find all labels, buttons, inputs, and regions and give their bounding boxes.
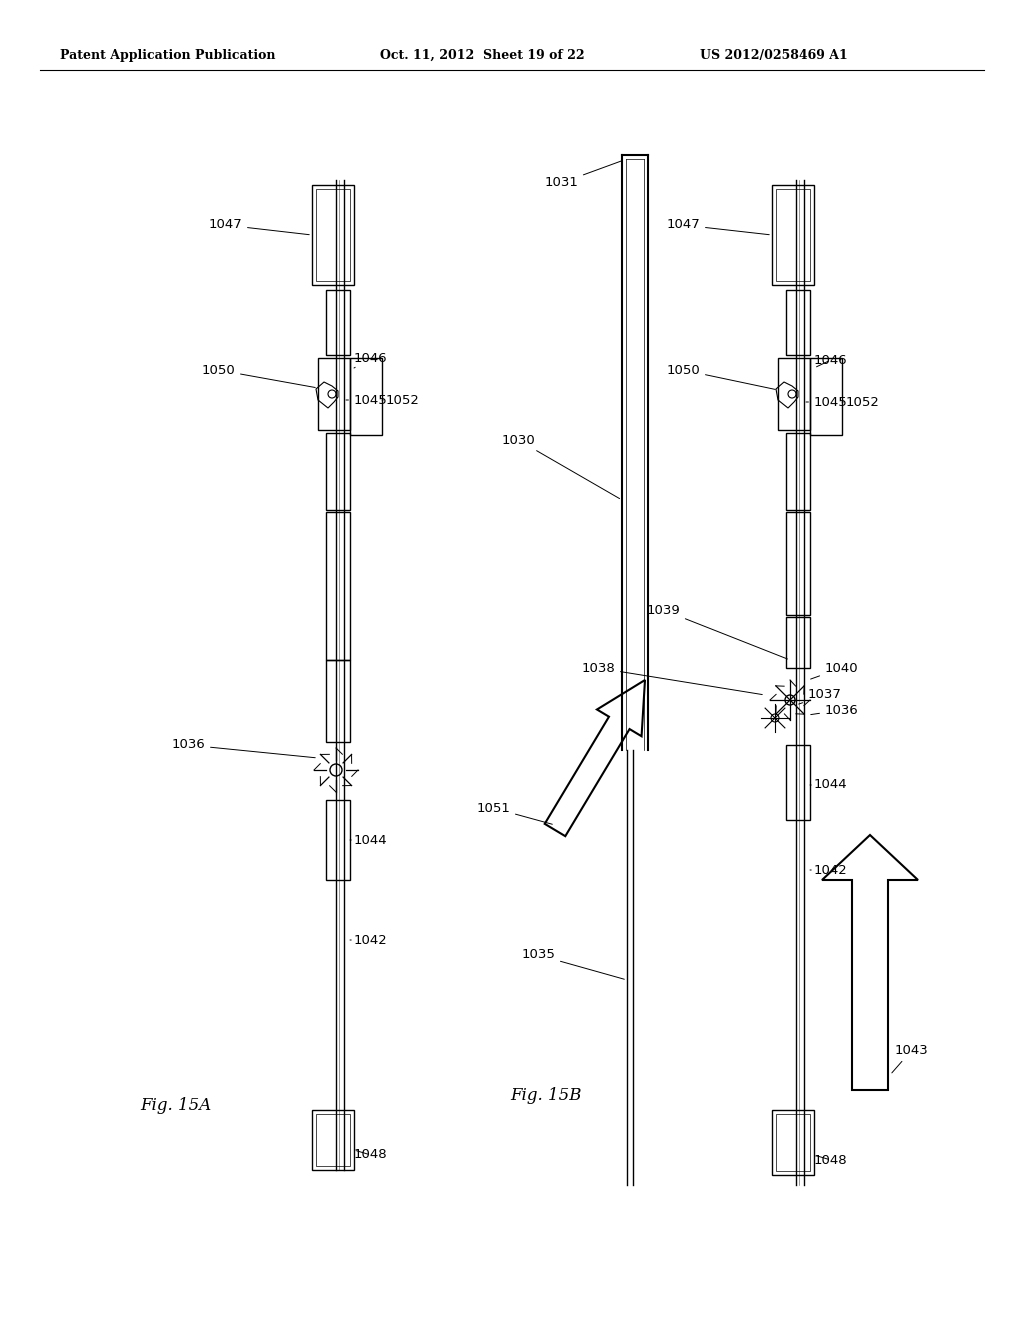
Text: 1045: 1045 (806, 396, 848, 408)
Text: 1035: 1035 (521, 949, 625, 979)
Text: Oct. 11, 2012  Sheet 19 of 22: Oct. 11, 2012 Sheet 19 of 22 (380, 49, 585, 62)
Text: 1044: 1044 (810, 779, 848, 792)
Text: 1046: 1046 (354, 351, 388, 368)
Text: 1037: 1037 (799, 689, 842, 704)
Text: 1036: 1036 (811, 704, 859, 717)
Text: 1042: 1042 (810, 863, 848, 876)
Text: 1046: 1046 (814, 354, 848, 367)
Text: US 2012/0258469 A1: US 2012/0258469 A1 (700, 49, 848, 62)
Text: 1051: 1051 (476, 801, 552, 824)
Text: 1050: 1050 (667, 363, 775, 389)
Text: 1047: 1047 (667, 219, 769, 235)
Text: 1042: 1042 (350, 933, 388, 946)
Text: Fig. 15B: Fig. 15B (510, 1086, 582, 1104)
Text: 1047: 1047 (208, 219, 309, 235)
Text: 1040: 1040 (811, 661, 859, 678)
Text: 1044: 1044 (350, 833, 388, 846)
Text: 1048: 1048 (354, 1148, 388, 1162)
Text: 1030: 1030 (502, 433, 620, 499)
Text: 1031: 1031 (544, 161, 622, 190)
Circle shape (330, 764, 342, 776)
Circle shape (328, 389, 336, 399)
Text: 1043: 1043 (892, 1044, 929, 1073)
Text: 1045: 1045 (346, 393, 388, 407)
Text: 1039: 1039 (646, 603, 787, 659)
Circle shape (788, 389, 796, 399)
Text: 1052: 1052 (842, 396, 880, 408)
Text: 1036: 1036 (171, 738, 315, 758)
Text: Fig. 15A: Fig. 15A (140, 1097, 211, 1114)
Text: 1050: 1050 (202, 363, 315, 388)
Text: Patent Application Publication: Patent Application Publication (60, 49, 275, 62)
Circle shape (785, 696, 795, 705)
Text: 1038: 1038 (582, 661, 762, 694)
Polygon shape (822, 836, 918, 1090)
Text: 1052: 1052 (382, 393, 420, 407)
Text: 1048: 1048 (814, 1154, 848, 1167)
Polygon shape (545, 680, 645, 836)
Circle shape (771, 714, 779, 722)
